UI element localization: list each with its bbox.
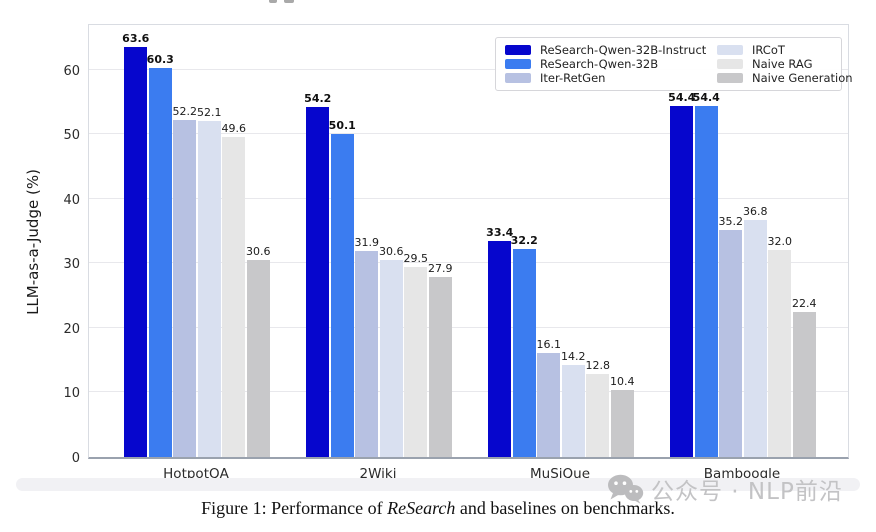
bar-Iter-RetGen-HotpotQA [173, 120, 197, 457]
legend-label: ReSearch-Qwen-32B [540, 57, 659, 71]
gridline [89, 391, 848, 393]
bar-ReSearch-Qwen-32B-Instruct-HotpotQA [124, 46, 148, 457]
bar-value-label: 52.2 [172, 105, 198, 119]
bar-IRCoT-Bamboogle [743, 219, 767, 457]
bar-value-label: 63.6 [122, 31, 150, 45]
legend-item: ReSearch-Qwen-32B [505, 57, 717, 71]
gridline [89, 197, 848, 199]
bar-value-label: 14.2 [561, 350, 586, 364]
bar-Naive Generation-Bamboogle [792, 312, 816, 457]
caption-prefix: Figure 1: Performance of [201, 498, 388, 518]
bar-value-label: 49.6 [221, 121, 247, 135]
legend-label: IRCoT [752, 43, 785, 57]
legend-swatch [505, 59, 531, 69]
figure-bottom-strip [16, 478, 860, 491]
bar-value-label: 32.0 [767, 235, 793, 249]
bar-chart: LLM-as-a-Judge (%) 63.6 54.2 33.4 54.4 60.3 5… [24, 24, 853, 482]
y-tick-label: 30 [63, 257, 80, 273]
bar-value-label: 22.4 [792, 297, 817, 311]
legend-swatch [717, 45, 743, 55]
bar-value-label: 52.1 [197, 105, 222, 119]
gridline [89, 68, 848, 70]
bar-ReSearch-Qwen-32B-Instruct-MuSiQue [488, 241, 512, 457]
legend-label: Naive RAG [752, 57, 813, 71]
cutoff-text-fragment [269, 0, 277, 3]
legend-label: Naive Generation [752, 71, 853, 85]
legend-swatch [717, 59, 743, 69]
wechat-icon [607, 474, 644, 504]
bar-Iter-RetGen-MuSiQue [537, 353, 561, 457]
bar-Iter-RetGen-2Wiki [355, 251, 379, 457]
gridline [89, 133, 848, 135]
bar-value-label: 30.6 [379, 244, 404, 258]
legend-label: Iter-RetGen [540, 71, 606, 85]
bar-Naive RAG-MuSiQue [586, 374, 610, 457]
y-tick-label: 0 [71, 451, 80, 466]
caption-suffix: and baselines on benchmarks. [455, 498, 675, 518]
gridline [89, 326, 848, 328]
bar-IRCoT-HotpotQA [197, 120, 221, 457]
bar-Naive RAG-2Wiki [404, 266, 428, 457]
bar-Naive Generation-MuSiQue [610, 389, 634, 457]
bar-value-label: 10.4 [610, 374, 635, 388]
bar-ReSearch-Qwen-32B-2Wiki [330, 133, 354, 457]
bar-value-label: 31.9 [354, 236, 380, 250]
legend-swatch [505, 45, 531, 55]
bar-value-label: 27.9 [428, 261, 453, 275]
bar-value-label: 54.4 [692, 90, 720, 104]
figure-caption: Figure 1: Performance of ReSearch and ba… [0, 494, 876, 522]
watermark-text: 公众号 · NLP前沿 [651, 479, 843, 505]
watermark: 公众号 · NLP前沿 [607, 472, 843, 506]
gridline [89, 262, 848, 264]
legend-item: Naive Generation [717, 71, 853, 85]
bar-value-label: 36.8 [743, 204, 768, 218]
bar-Naive Generation-HotpotQA [246, 259, 270, 457]
bar-value-label: 32.2 [510, 234, 538, 248]
y-tick-label: 60 [63, 63, 80, 79]
legend-item: IRCoT [717, 43, 853, 57]
legend-item: Iter-RetGen [505, 71, 717, 85]
bar-value-label: 60.3 [146, 52, 174, 66]
bar-value-label: 12.8 [585, 359, 611, 373]
chart-legend: ReSearch-Qwen-32B-Instruct ReSearch-Qwen-… [495, 37, 853, 91]
y-tick-label: 20 [63, 321, 80, 337]
bar-IRCoT-MuSiQue [561, 365, 585, 457]
y-axis-title: LLM-as-a-Judge (%) [24, 169, 42, 315]
y-tick-label: 10 [63, 386, 80, 402]
legend-item: Naive RAG [717, 57, 853, 71]
bar-ReSearch-Qwen-32B-MuSiQue [512, 249, 536, 457]
bar-ReSearch-Qwen-32B-Bamboogle [694, 105, 718, 457]
bar-Naive Generation-2Wiki [428, 276, 452, 457]
bar-value-label: 54.2 [304, 92, 332, 106]
bar-Iter-RetGen-Bamboogle [719, 229, 743, 457]
bar-value-label: 54.4 [668, 90, 696, 104]
legend-swatch [717, 73, 743, 83]
bar-IRCoT-2Wiki [379, 259, 403, 457]
y-tick-label: 40 [63, 192, 80, 208]
bar-value-label: 29.5 [403, 251, 429, 265]
y-tick-label: 50 [63, 128, 80, 144]
bar-value-label: 50.1 [328, 118, 356, 132]
bar-ReSearch-Qwen-32B-Instruct-2Wiki [306, 107, 330, 457]
bar-value-label: 30.6 [246, 244, 271, 258]
legend-label: ReSearch-Qwen-32B-Instruct [540, 43, 707, 57]
bar-value-label: 35.2 [718, 214, 744, 228]
bar-ReSearch-Qwen-32B-HotpotQA [148, 67, 172, 457]
legend-swatch [505, 73, 531, 83]
bar-ReSearch-Qwen-32B-Instruct-Bamboogle [670, 105, 694, 457]
caption-italic: ReSearch [387, 498, 456, 518]
cutoff-text-fragment [284, 0, 294, 3]
bar-value-label: 33.4 [486, 226, 514, 240]
bar-Naive RAG-HotpotQA [222, 136, 246, 457]
plot-area: 63.6 54.2 33.4 54.4 60.3 50.1 32.2 54.4 52.2 31.9… [88, 24, 849, 459]
bar-value-label: 16.1 [536, 338, 562, 352]
bar-Naive RAG-Bamboogle [768, 250, 792, 457]
legend-item: ReSearch-Qwen-32B-Instruct [505, 43, 717, 57]
